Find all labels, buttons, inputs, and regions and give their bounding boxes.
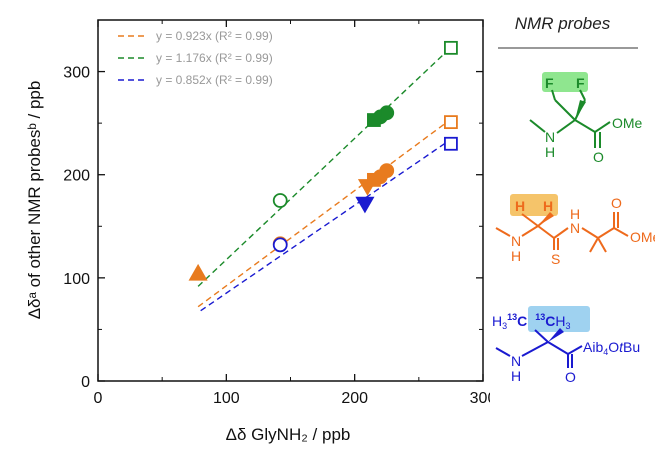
data-point bbox=[444, 115, 458, 130]
carbonyl-o: O bbox=[565, 369, 576, 385]
data-point bbox=[379, 163, 395, 178]
data-point bbox=[188, 263, 208, 281]
legend-label: y = 1.176x (R² = 0.99) bbox=[156, 51, 273, 65]
data-point bbox=[272, 193, 288, 208]
amide-n: N bbox=[545, 129, 555, 145]
alpha-h-1: H bbox=[515, 198, 525, 214]
amide-h-2: H bbox=[570, 206, 580, 222]
ester-ome: OMe bbox=[630, 229, 655, 245]
amide-n-2: N bbox=[570, 220, 580, 236]
data-point bbox=[444, 40, 458, 55]
alpha-h-2: H bbox=[543, 198, 553, 214]
fluorine-1: F bbox=[545, 75, 554, 91]
y-tick-label: 200 bbox=[63, 168, 90, 185]
carbonyl-o: O bbox=[593, 149, 604, 165]
y-tick-label: 100 bbox=[63, 271, 90, 288]
label-methyl-left: H313C 13CH3 bbox=[492, 312, 571, 331]
fluorine-highlight bbox=[542, 72, 588, 92]
x-tick-label: 0 bbox=[94, 390, 103, 407]
amide-h-1: H bbox=[511, 248, 521, 264]
data-point bbox=[379, 105, 395, 121]
fit-line-0 bbox=[197, 118, 452, 308]
amide-n: N bbox=[511, 353, 521, 369]
proton-highlight bbox=[510, 194, 558, 216]
data-point bbox=[355, 196, 375, 214]
amide-h: H bbox=[511, 368, 521, 384]
data-point bbox=[272, 237, 288, 253]
fit-line-2 bbox=[200, 138, 452, 312]
probe-difluoro-structure: F F N H O OMe bbox=[529, 72, 643, 165]
legend-label: y = 0.923x (R² = 0.99) bbox=[156, 29, 273, 43]
y-axis-label: Δδᵃ of other NMR probesᵇ / ppb bbox=[25, 81, 44, 320]
amide-h: H bbox=[545, 144, 555, 160]
carbon-highlight bbox=[528, 306, 590, 332]
scatter-chart: 0 100 200 300 0 100 200 300 y = 0.923x (R² = 0.… bbox=[25, 19, 490, 444]
legend-label: y = 0.852x (R² = 0.99) bbox=[156, 73, 273, 87]
x-tick-label: 200 bbox=[341, 390, 368, 407]
x-tick-label: 100 bbox=[213, 390, 240, 407]
carbonyl-o: O bbox=[611, 195, 622, 211]
fit-line-1 bbox=[197, 46, 452, 287]
probe-13c-structure: H313C 13CH3 N H O Aib4OtBu bbox=[492, 306, 640, 385]
probe-thioamide-structure: H H N H N H S O OMe bbox=[495, 194, 655, 267]
y-tick-label: 300 bbox=[63, 65, 90, 82]
nmr-probes-panel: NMR probes F F N H O OMe bbox=[490, 0, 655, 451]
data-point bbox=[444, 136, 458, 151]
x-axis-label: Δδ GlyNH₂ / ppb bbox=[226, 425, 351, 444]
thio-s: S bbox=[551, 251, 560, 267]
panel-divider bbox=[498, 47, 638, 49]
fluorine-2: F bbox=[576, 75, 585, 91]
panel-title: NMR probes bbox=[514, 14, 611, 33]
x-tick-label: 300 bbox=[470, 390, 490, 407]
y-tick-label: 0 bbox=[81, 374, 90, 391]
aib-label: Aib4OtBu bbox=[583, 339, 640, 357]
amide-n-1: N bbox=[511, 233, 521, 249]
ester-ome: OMe bbox=[612, 115, 643, 131]
